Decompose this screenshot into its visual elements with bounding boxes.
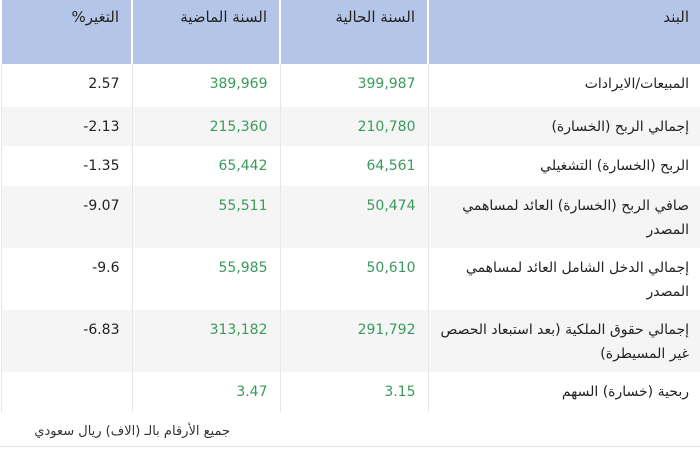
row-item: ربحية (خسارة) السهم xyxy=(427,372,700,412)
row-item: إجمالي حقوق الملكية (بعد استبعاد الحصص غ… xyxy=(427,310,700,372)
header-previous-year: السنة الماضية xyxy=(131,0,280,64)
current-value: 50,610 xyxy=(279,248,428,310)
row-item: إجمالي الربح (الخسارة) xyxy=(427,107,700,146)
row-item: الربح (الخسارة) التشغيلي xyxy=(427,146,700,186)
row-item: إجمالي الدخل الشامل العائد لمساهمي المصد… xyxy=(427,248,700,310)
previous-value: 65,442 xyxy=(131,146,280,186)
current-value: 399,987 xyxy=(279,64,428,107)
current-value: 210,780 xyxy=(279,107,428,146)
table-row: صافي الربح (الخسارة) العائد لمساهمي المص… xyxy=(0,186,700,248)
current-value: 3.15 xyxy=(279,372,428,412)
current-value: 50,474 xyxy=(279,186,428,248)
financial-results-table: البند السنة الحالية السنة الماضية التغير… xyxy=(0,0,700,412)
previous-value: 3.47 xyxy=(131,372,280,412)
units-note: جميع الأرقام بالـ (الاف) ريال سعودي xyxy=(34,424,230,439)
row-item: المبيعات/الايرادات xyxy=(427,64,700,107)
results-table-container: البند السنة الحالية السنة الماضية التغير… xyxy=(0,0,700,412)
previous-value: 389,969 xyxy=(131,64,280,107)
table-row: ربحية (خسارة) السهم 3.15 3.47 xyxy=(0,372,700,412)
current-value: 291,792 xyxy=(279,310,428,372)
previous-value: 55,985 xyxy=(131,248,280,310)
table-header-row: البند السنة الحالية السنة الماضية التغير… xyxy=(0,0,700,64)
change-value xyxy=(0,372,132,412)
current-value: 64,561 xyxy=(279,146,428,186)
change-value: 2.57 xyxy=(0,64,132,107)
row-item: صافي الربح (الخسارة) العائد لمساهمي المص… xyxy=(427,186,700,248)
header-change: التغير% xyxy=(0,0,132,64)
table-row: إجمالي الدخل الشامل العائد لمساهمي المصد… xyxy=(0,248,700,310)
previous-value: 313,182 xyxy=(131,310,280,372)
table-row: المبيعات/الايرادات 399,987 389,969 2.57 xyxy=(0,64,700,107)
change-value: 9.07- xyxy=(0,186,132,248)
change-value: 1.35- xyxy=(0,146,132,186)
previous-value: 55,511 xyxy=(131,186,280,248)
table-row: الربح (الخسارة) التشغيلي 64,561 65,442 1… xyxy=(0,146,700,186)
header-current-year: السنة الحالية xyxy=(279,0,428,64)
change-value: 6.83- xyxy=(0,310,132,372)
header-item: البند xyxy=(427,0,700,64)
change-value: 2.13- xyxy=(0,107,132,146)
table-row: إجمالي الربح (الخسارة) 210,780 215,360 2… xyxy=(0,107,700,146)
change-value: 9.6- xyxy=(0,248,132,310)
divider xyxy=(0,446,700,447)
table-row: إجمالي حقوق الملكية (بعد استبعاد الحصص غ… xyxy=(0,310,700,372)
previous-value: 215,360 xyxy=(131,107,280,146)
